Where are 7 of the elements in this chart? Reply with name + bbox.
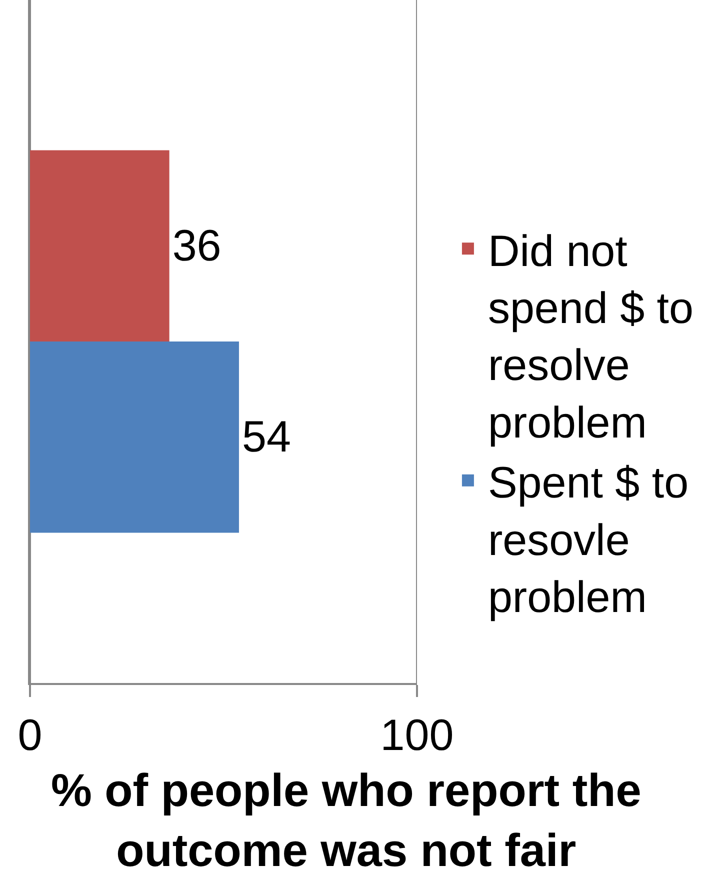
legend-label: Spent $ to resovle problem (488, 458, 689, 622)
x-tick-label: 100 (380, 710, 454, 760)
data-label: 36 (172, 221, 222, 270)
data-label: 54 (242, 412, 291, 462)
legend-label: Did not spend $ to resolve problem (488, 226, 694, 448)
x-axis-title: % of people who report the outcome was not fair (51, 764, 642, 876)
x-tick-label: 0 (18, 710, 42, 760)
